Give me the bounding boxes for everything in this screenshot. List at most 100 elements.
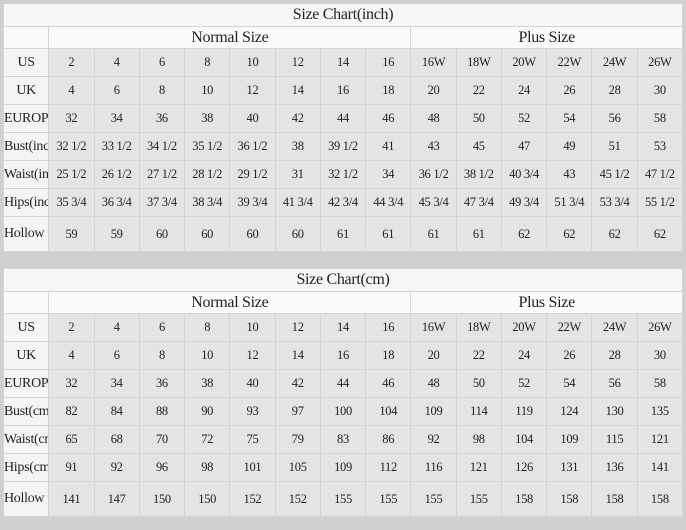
size-value-cell: 8: [184, 313, 231, 342]
size-value-cell: 45 3/4: [410, 188, 457, 217]
table-row: UK 4 6 8 10 12 14 16 18 20 22 24 26 28 30: [2, 76, 684, 105]
size-value-cell: 16: [319, 76, 367, 105]
size-value-cell: 22: [455, 76, 502, 105]
size-value-cell: 32: [48, 369, 95, 398]
size-value-cell: 20: [410, 76, 457, 105]
size-value-cell: 112: [365, 453, 412, 482]
size-value-cell: 35 1/2: [184, 132, 231, 161]
size-value-cell: 32 1/2: [319, 160, 367, 189]
size-value-cell: 30: [636, 76, 684, 105]
size-value-cell: 26: [546, 76, 593, 105]
group-normal-size: Normal Size: [48, 291, 412, 314]
size-value-cell: 14: [274, 341, 321, 370]
size-value-cell: 58: [636, 369, 684, 398]
size-value-cell: 31: [274, 160, 321, 189]
size-value-cell: 105: [274, 453, 321, 482]
size-value-cell: 59: [48, 216, 95, 252]
size-value-cell: 28: [591, 341, 638, 370]
size-value-cell: 40: [229, 104, 276, 133]
size-value-cell: 22: [455, 341, 502, 370]
size-value-cell: 114: [455, 397, 502, 426]
size-value-cell: 155: [455, 481, 502, 517]
size-value-cell: 41: [365, 132, 412, 161]
size-value-cell: 33 1/2: [93, 132, 140, 161]
size-value-cell: 109: [319, 453, 367, 482]
size-value-cell: 86: [365, 425, 412, 454]
size-value-cell: 20W: [500, 48, 548, 77]
table-row: Hips(inch)35 3/436 3/437 3/438 3/439 3/4…: [2, 188, 684, 217]
size-value-cell: 36 1/2: [229, 132, 276, 161]
size-value-cell: 18: [365, 76, 412, 105]
size-value-cell: 115: [591, 425, 638, 454]
size-value-cell: 36 1/2: [410, 160, 457, 189]
size-value-cell: 150: [184, 481, 231, 517]
size-value-cell: 12: [229, 76, 276, 105]
blank-cell: [2, 26, 50, 49]
size-value-cell: 48: [410, 369, 457, 398]
size-value-cell: 34: [93, 369, 140, 398]
size-value-cell: 101: [229, 453, 276, 482]
size-chart-inch: Size Chart(inch) Normal Size Plus Size US 2 4…: [2, 3, 684, 252]
size-value-cell: 36: [138, 369, 186, 398]
size-value-cell: 10: [184, 341, 231, 370]
size-value-cell: 40 3/4: [500, 160, 548, 189]
size-value-cell: 46: [365, 104, 412, 133]
size-value-cell: 36 3/4: [93, 188, 140, 217]
row-label: Hips(cm): [2, 453, 50, 482]
size-value-cell: 16: [365, 313, 412, 342]
size-value-cell: 119: [500, 397, 548, 426]
row-label: Waist(inch): [2, 160, 50, 189]
size-value-cell: 97: [274, 397, 321, 426]
size-value-cell: 104: [365, 397, 412, 426]
group-plus-size: Plus Size: [410, 291, 683, 314]
size-value-cell: 6: [138, 313, 186, 342]
row-label: US: [2, 313, 50, 342]
size-value-cell: 155: [319, 481, 367, 517]
size-value-cell: 51: [591, 132, 638, 161]
size-value-cell: 39 1/2: [319, 132, 367, 161]
size-value-cell: 52: [500, 369, 548, 398]
row-label: UK: [2, 76, 50, 105]
size-value-cell: 45: [455, 132, 502, 161]
size-value-cell: 155: [410, 481, 457, 517]
table-row: Waist(cm)6568707275798386929810410911512…: [2, 425, 684, 454]
size-value-cell: 60: [274, 216, 321, 252]
size-value-cell: 4: [48, 76, 95, 105]
size-value-cell: 10: [229, 48, 276, 77]
size-value-cell: 96: [138, 453, 186, 482]
size-value-cell: 155: [365, 481, 412, 517]
size-value-cell: 53 3/4: [591, 188, 638, 217]
size-value-cell: 4: [93, 313, 140, 342]
size-value-cell: 6: [138, 48, 186, 77]
size-value-cell: 27 1/2: [138, 160, 186, 189]
size-value-cell: 14: [319, 313, 367, 342]
size-value-cell: 88: [138, 397, 186, 426]
size-value-cell: 14: [274, 76, 321, 105]
size-value-cell: 38: [184, 104, 231, 133]
size-value-cell: 150: [138, 481, 186, 517]
size-value-cell: 56: [591, 369, 638, 398]
size-value-cell: 2: [48, 48, 95, 77]
size-value-cell: 12: [274, 313, 321, 342]
size-value-cell: 136: [591, 453, 638, 482]
size-value-cell: 124: [546, 397, 593, 426]
row-label: Hips(inch): [2, 188, 50, 217]
size-value-cell: 49 3/4: [500, 188, 548, 217]
size-value-cell: 42 3/4: [319, 188, 367, 217]
size-value-cell: 60: [229, 216, 276, 252]
size-value-cell: 131: [546, 453, 593, 482]
table-row: Hollow to Floor(cm)141147150150152152155…: [2, 481, 684, 517]
size-value-cell: 30: [636, 341, 684, 370]
size-value-cell: 47 3/4: [455, 188, 502, 217]
size-value-cell: 55 1/2: [636, 188, 684, 217]
size-value-cell: 43: [410, 132, 457, 161]
size-value-cell: 135: [636, 397, 684, 426]
size-value-cell: 65: [48, 425, 95, 454]
size-value-cell: 92: [93, 453, 140, 482]
size-value-cell: 20W: [500, 313, 548, 342]
size-value-cell: 28 1/2: [184, 160, 231, 189]
size-value-cell: 60: [184, 216, 231, 252]
size-value-cell: 18W: [455, 313, 502, 342]
size-value-cell: 109: [546, 425, 593, 454]
table-row: Bust(cm) 82 84 88 90 93 97 100 104 109 114 119 124 13…: [2, 397, 684, 426]
